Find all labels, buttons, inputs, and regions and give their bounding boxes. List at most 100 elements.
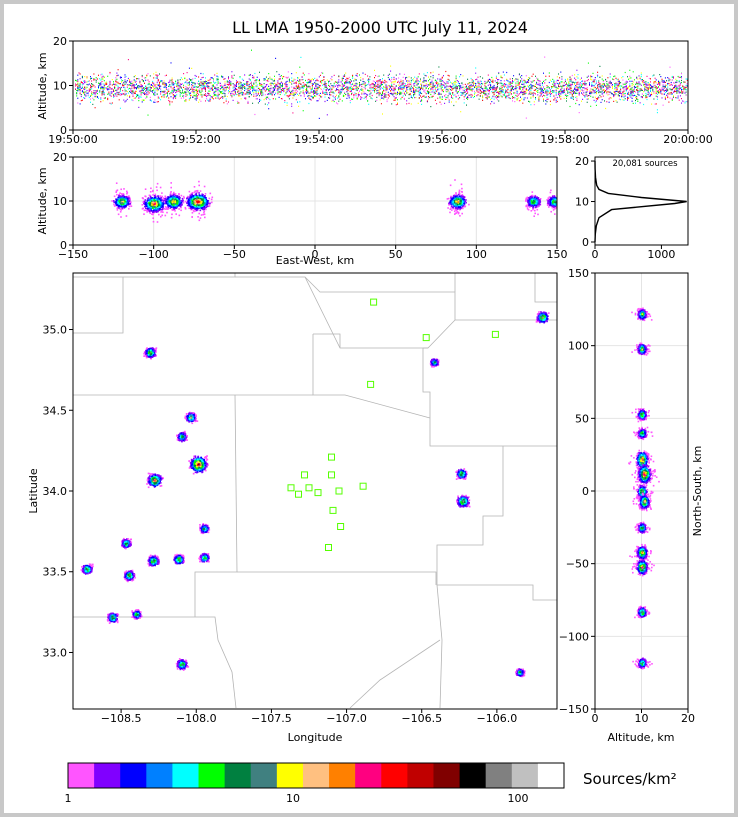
time-height-source — [345, 81, 347, 83]
time-height-source — [578, 112, 580, 114]
time-height-source — [405, 77, 406, 79]
time-height-source — [203, 85, 205, 87]
time-height-source — [276, 71, 278, 73]
time-height-source — [609, 97, 611, 99]
time-height-source — [663, 81, 665, 83]
time-height-source — [598, 97, 600, 99]
time-height-source — [650, 84, 651, 87]
time-height-source — [238, 93, 240, 95]
time-height-source — [86, 92, 88, 94]
time-height-source — [131, 87, 133, 89]
time-height-source — [513, 75, 515, 77]
time-height-source — [562, 84, 564, 86]
time-height-source — [345, 82, 347, 84]
time-height-source — [270, 92, 272, 95]
time-height-source — [462, 84, 464, 86]
time-height-source — [525, 75, 527, 77]
time-height-source — [510, 81, 512, 83]
time-height-source — [244, 97, 246, 99]
time-height-source — [490, 98, 492, 101]
time-height-source — [621, 77, 623, 79]
time-height-source — [80, 94, 82, 96]
time-height-source — [245, 87, 247, 89]
time-height-source — [384, 86, 386, 89]
time-height-source — [514, 92, 516, 94]
time-height-source — [291, 103, 293, 105]
time-height-source — [249, 86, 251, 88]
time-height-source — [575, 85, 577, 87]
time-height-source — [602, 79, 604, 82]
time-height-source — [146, 75, 148, 77]
time-height-source — [280, 75, 282, 77]
time-height-source — [374, 69, 375, 71]
time-height-source — [437, 93, 439, 95]
time-height-source — [101, 92, 103, 94]
time-height-source — [293, 78, 295, 80]
time-height-source — [407, 80, 409, 82]
time-height-source — [615, 77, 617, 79]
time-height-source — [311, 96, 313, 98]
time-height-source — [265, 85, 267, 87]
time-height-source — [546, 98, 548, 100]
time-height-source — [409, 88, 411, 90]
time-height-source — [549, 79, 551, 81]
time-height-source — [256, 94, 258, 96]
time-height-source — [100, 79, 102, 81]
time-height-source — [647, 88, 649, 90]
time-height-source — [351, 86, 352, 88]
time-height-source — [600, 87, 602, 89]
time-height-source — [108, 91, 110, 93]
time-height-source — [467, 92, 469, 94]
time-height-source — [125, 75, 127, 78]
time-height-source — [443, 89, 444, 91]
time-height-source — [225, 100, 227, 102]
time-height-source — [406, 100, 408, 102]
time-height-source — [584, 81, 586, 83]
time-height-source — [493, 91, 495, 93]
time-height-source — [653, 81, 655, 83]
time-height-source — [533, 80, 535, 82]
time-height-source — [673, 76, 674, 78]
time-height-source — [208, 93, 210, 95]
time-height-source — [331, 100, 333, 102]
time-height-source — [523, 87, 525, 89]
time-height-source — [240, 90, 242, 92]
time-height-source — [122, 85, 124, 87]
time-height-source — [644, 86, 646, 88]
time-height-source — [213, 80, 214, 82]
time-height-source — [668, 80, 670, 82]
time-height-source — [422, 88, 424, 90]
time-height-source — [140, 85, 142, 87]
time-height-source — [118, 87, 120, 89]
time-height-source — [179, 86, 181, 88]
time-height-source — [270, 78, 272, 80]
time-height-source — [577, 87, 579, 90]
time-height-source — [242, 84, 244, 86]
time-height-source — [430, 93, 432, 96]
time-height-source — [441, 76, 443, 78]
time-height-source — [115, 81, 117, 83]
time-height-source — [344, 87, 346, 90]
time-height-source — [176, 84, 178, 87]
time-height-source — [477, 86, 479, 88]
time-height-source — [226, 103, 228, 105]
time-height-source — [463, 102, 465, 104]
time-height-source — [658, 90, 659, 92]
time-height-source — [202, 85, 204, 87]
time-height-source — [138, 78, 140, 80]
time-height-source — [77, 85, 79, 87]
time-height-source — [139, 86, 141, 88]
time-height-source — [653, 82, 655, 84]
time-height-source — [451, 89, 452, 91]
time-height-source — [150, 100, 152, 102]
time-height-source — [317, 83, 319, 85]
time-height-source — [463, 88, 465, 90]
time-height-source — [202, 80, 204, 83]
time-height-source — [449, 86, 451, 88]
time-height-source — [505, 97, 507, 99]
time-height-source — [428, 96, 429, 98]
time-height-source — [576, 98, 578, 100]
time-height-source — [81, 76, 83, 78]
time-height-source — [136, 90, 137, 92]
time-height-source — [369, 93, 371, 95]
